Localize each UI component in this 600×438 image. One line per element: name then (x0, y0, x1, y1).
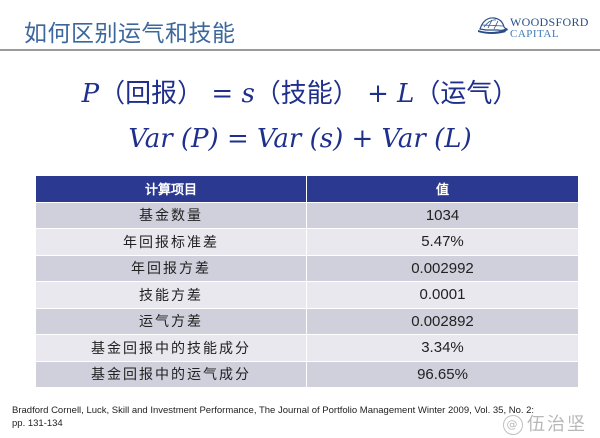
citation-line2: pp. 131-134 (12, 418, 63, 429)
row-label: 年回报方差 (35, 254, 307, 282)
formula-plus: + (367, 79, 389, 109)
statistics-table: 计算项目 值 基金数量 1034 年回报标准差 5.47% 年回报方差 0.00… (35, 175, 579, 388)
row-value: 0.002992 (306, 254, 579, 282)
row-label: 运气方差 (35, 307, 307, 335)
company-logo: WOODSFORD CAPITAL (476, 13, 596, 41)
table-row: 年回报标准差 5.47% (35, 228, 579, 256)
row-value: 0.002892 (306, 307, 579, 335)
formula-var-s: s (241, 79, 255, 109)
table-row: 基金回报中的运气成分 96.65% (35, 360, 579, 388)
table-row: 技能方差 0.0001 (35, 281, 579, 309)
slide-title: 如何区别运气和技能 (24, 21, 236, 47)
column-header-value: 值 (306, 175, 579, 203)
row-value: 96.65% (306, 360, 579, 388)
watermark-text: 伍治坚 (527, 414, 587, 435)
formula-variance-decomposition: Var (P) = Var (s) + Var (L) (0, 124, 600, 154)
logo-text-line1: WOODSFORD (510, 15, 589, 29)
row-value: 1034 (306, 201, 579, 229)
formula-var-p: P (81, 79, 100, 109)
turtle-icon (478, 17, 508, 34)
row-label: 基金回报中的运气成分 (35, 360, 307, 388)
formula-var-l: L (397, 79, 415, 109)
row-label: 技能方差 (35, 281, 307, 309)
column-header-item: 计算项目 (35, 175, 307, 203)
row-label: 基金回报中的技能成分 (35, 334, 307, 362)
formula-equals: = (211, 79, 234, 109)
row-value: 0.0001 (306, 281, 579, 309)
author-watermark: @ 伍治坚 (503, 410, 587, 436)
formula-return-label: （回报） (99, 79, 204, 109)
formula-variance-text: Var (P) = Var (s) + Var (L) (128, 124, 472, 154)
at-icon: @ (503, 415, 523, 435)
row-value: 3.34% (306, 334, 579, 362)
formula-return-decomposition: P（回报） = s（技能） + L（运气） (0, 73, 600, 110)
table-row: 基金回报中的技能成分 3.34% (35, 334, 579, 362)
formula-luck-label: （运气） (414, 79, 519, 109)
citation-line1: Bradford Cornell, Luck, Skill and Invest… (12, 405, 535, 416)
row-label: 年回报标准差 (35, 228, 307, 256)
logo-text-line2: CAPITAL (510, 28, 560, 40)
table-header-row: 计算项目 值 (35, 175, 579, 203)
row-value: 5.47% (306, 228, 579, 256)
formula-skill-label: （技能） (254, 79, 359, 109)
table-row: 年回报方差 0.002992 (35, 254, 579, 282)
source-citation: Bradford Cornell, Luck, Skill and Invest… (12, 404, 572, 430)
table-row: 运气方差 0.002892 (35, 307, 579, 335)
row-label: 基金数量 (35, 201, 307, 229)
table-row: 基金数量 1034 (35, 201, 579, 229)
header-divider (0, 49, 600, 51)
